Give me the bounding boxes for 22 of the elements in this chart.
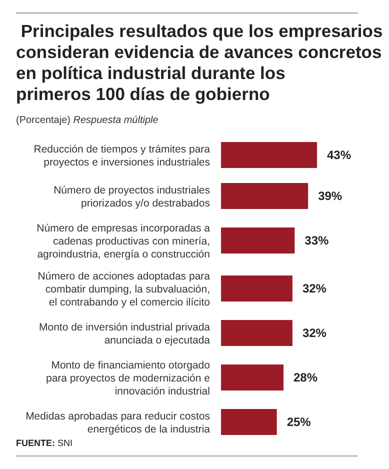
bar <box>221 276 292 302</box>
data-label: 25% <box>286 415 312 429</box>
y-tick-label: Monto de inversión industrial privada anunciada o ejecutada <box>38 322 210 346</box>
bar <box>221 142 317 168</box>
data-label: 39% <box>318 189 342 203</box>
chart-title: Principales resultados que los empresarios consideran evidencia de avances concretos en política industrial durante los primeros 100 días de gobierno <box>16 21 383 104</box>
y-tick-label: Monto de financiamiento otorgado para proyectos de modernización e innovación industrial <box>46 360 210 398</box>
y-tick-label: Número de acciones adoptadas para combatir dumping, la subvaluación, el contrabando y el comercio ilícito <box>38 270 210 308</box>
source-note: FUENTE: SNI <box>16 438 73 448</box>
text: (Porcentaje) Respuesta múltiple <box>16 115 159 126</box>
bar <box>221 364 284 390</box>
y-tick-label: Número de proyectos industriales priorizados y/o destrabados <box>54 184 210 210</box>
data-label: 32% <box>302 282 327 296</box>
data-label: 28% <box>294 370 318 384</box>
data-label: 33% <box>304 234 330 248</box>
data-label: 32% <box>302 326 327 340</box>
bar <box>221 409 277 435</box>
data-label: 43% <box>327 148 352 162</box>
y-tick-label: Reducción de tiempos y trámites para proyectos e inversiones industriales <box>34 144 210 168</box>
y-tick-label: Número de empresas incorporadas a cadenas productivas con minería, agroindustria, energía o construcción <box>36 222 210 260</box>
bar <box>221 320 292 346</box>
y-tick-label: Medidas aprobadas para reducir costos energéticos de la industria <box>26 410 210 436</box>
